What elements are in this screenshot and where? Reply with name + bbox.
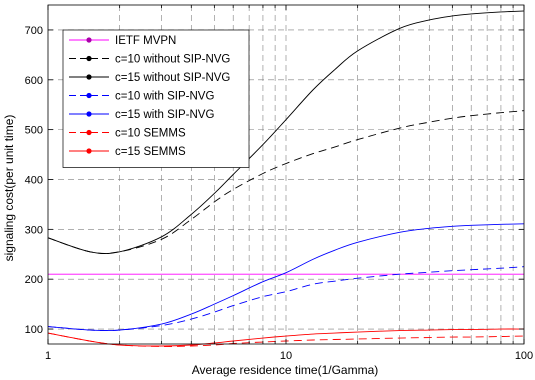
series-line-4 bbox=[47, 266, 525, 331]
y-axis-label: signaling cost(per unit time) bbox=[2, 115, 16, 262]
legend-label-4: c=10 with SIP-NVG bbox=[115, 91, 214, 103]
legend-label-6: c=10 SEMMS bbox=[115, 128, 186, 140]
y-tick-label: 500 bbox=[25, 125, 43, 137]
legend-label-7: c=15 SEMMS bbox=[115, 146, 186, 158]
series-line-7 bbox=[47, 328, 525, 347]
legend-label-3: c=15 without SIP-NVG bbox=[115, 72, 230, 84]
legend-label-1: IETF MVPN bbox=[115, 35, 176, 47]
legend: IETF MVPN c=10 without SIP-NVG c=15 withou… bbox=[62, 29, 250, 168]
legend-label-5: c=15 with SIP-NVG bbox=[115, 109, 214, 121]
legend-marker-2 bbox=[86, 55, 92, 62]
y-tick-label: 200 bbox=[25, 274, 43, 286]
x-tick-label: 1 bbox=[45, 350, 51, 362]
x-tick-label: 100 bbox=[515, 350, 533, 362]
y-tick-label: 700 bbox=[25, 25, 43, 37]
y-tick-label: 300 bbox=[25, 224, 43, 236]
legend-box bbox=[62, 29, 250, 168]
legend-marker-5 bbox=[86, 111, 92, 117]
series-line-5 bbox=[47, 223, 525, 332]
y-tick-label: 100 bbox=[25, 324, 43, 336]
series-line-6 bbox=[47, 332, 525, 347]
x-axis-label: Average residence time(1/Gamma) bbox=[192, 363, 379, 377]
y-tick-label: 400 bbox=[25, 174, 43, 186]
legend-marker-6 bbox=[86, 129, 92, 136]
series-line-2 bbox=[47, 110, 525, 254]
series-line-3 bbox=[47, 10, 525, 255]
x-tick-label: 10 bbox=[280, 350, 292, 362]
series-group bbox=[47, 10, 525, 347]
legend-label-2: c=10 without SIP-NVG bbox=[115, 54, 230, 66]
legend-marker-7 bbox=[86, 148, 92, 154]
legend-marker-3 bbox=[86, 74, 92, 80]
ticks: 100 200 300 400 500 600 700 1 10 100 bbox=[25, 5, 533, 362]
legend-marker-4 bbox=[86, 92, 92, 99]
grid bbox=[48, 5, 524, 344]
y-tick-label: 600 bbox=[25, 75, 43, 87]
legend-marker-1 bbox=[86, 37, 92, 43]
